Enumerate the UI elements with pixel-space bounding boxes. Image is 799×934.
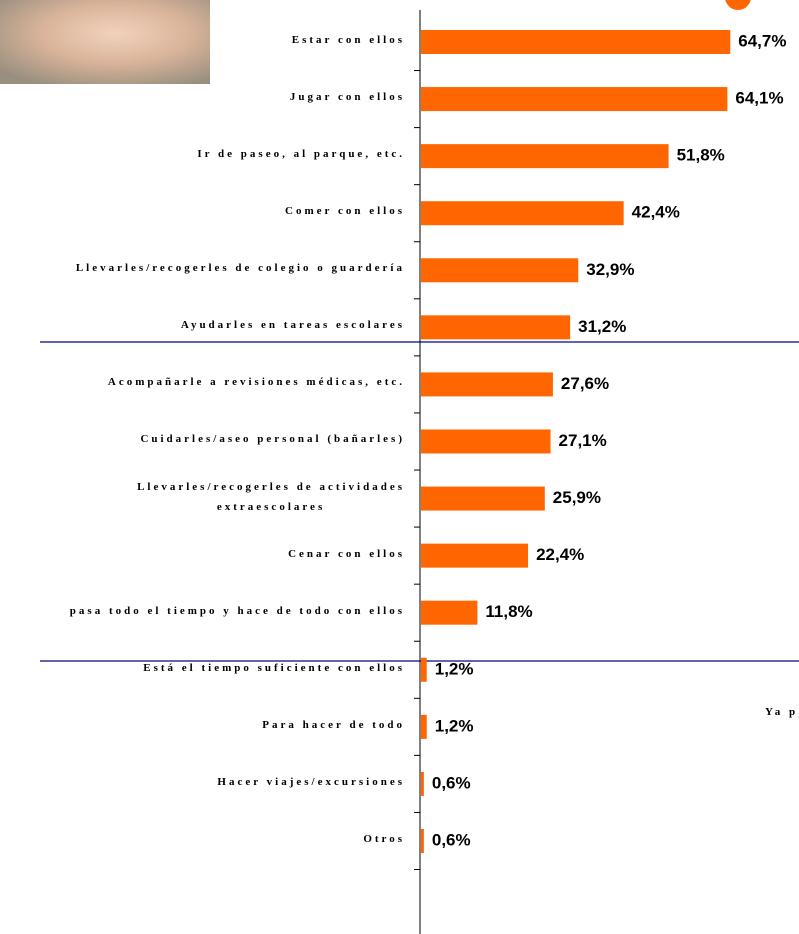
value-label: 27,6% [561, 374, 609, 393]
value-label: 11,8% [485, 602, 532, 621]
value-label: 64,7% [738, 31, 786, 50]
value-label: 31,2% [578, 317, 626, 336]
value-label: 27,1% [559, 431, 607, 450]
bar [421, 486, 545, 511]
category-label: Ir de paseo, al parque, etc. [197, 148, 405, 161]
annotation: Ya p [765, 706, 799, 718]
bar [421, 657, 427, 682]
value-label: 22,4% [536, 545, 584, 564]
category-label: Está el tiempo suficiente con ellos [143, 661, 405, 674]
category-label: Cenar con ellos [288, 547, 405, 560]
category-label: Ayudarles en tareas escolares [180, 319, 405, 332]
bar [421, 144, 669, 169]
bar [421, 201, 624, 226]
category-label: Jugar con ellos [289, 91, 405, 104]
category-label: Otros [363, 832, 405, 845]
category-label: Hacer viajes/excursiones [217, 775, 405, 788]
value-label: 42,4% [632, 203, 680, 222]
value-label: 51,8% [677, 146, 725, 165]
bar [421, 771, 424, 796]
value-label: 1,2% [435, 716, 474, 735]
photo [0, 0, 210, 84]
bar [421, 543, 529, 568]
value-label: 0,6% [432, 773, 471, 792]
value-label: 64,1% [735, 89, 783, 108]
category-label: Comer con ellos [285, 205, 405, 218]
category-label: pasa todo el tiempo y hace de todo con e… [69, 604, 405, 617]
bar [421, 87, 728, 112]
bar [421, 372, 553, 397]
bar [421, 600, 478, 625]
bar [421, 429, 551, 454]
category-label: Llevarles/recogerles de colegio o guarde… [75, 262, 405, 275]
value-label: 1,2% [435, 659, 474, 678]
category-label: Llevarles/recogerles de actividades extr… [137, 480, 405, 513]
value-label: 32,9% [586, 260, 634, 279]
bar [421, 315, 571, 340]
bar [421, 714, 427, 739]
value-label: 25,9% [553, 488, 601, 507]
value-label: 0,6% [432, 830, 471, 849]
category-label: Cuidarles/aseo personal (bañarles) [140, 433, 405, 446]
category-label: Estar con ellos [291, 34, 405, 46]
decor-dot [725, 0, 751, 10]
category-label: Para hacer de todo [262, 718, 405, 731]
bar [421, 30, 731, 54]
category-label: Acompañarle a revisiones médicas, etc. [107, 376, 405, 389]
bar [421, 828, 424, 853]
bar [421, 258, 579, 283]
